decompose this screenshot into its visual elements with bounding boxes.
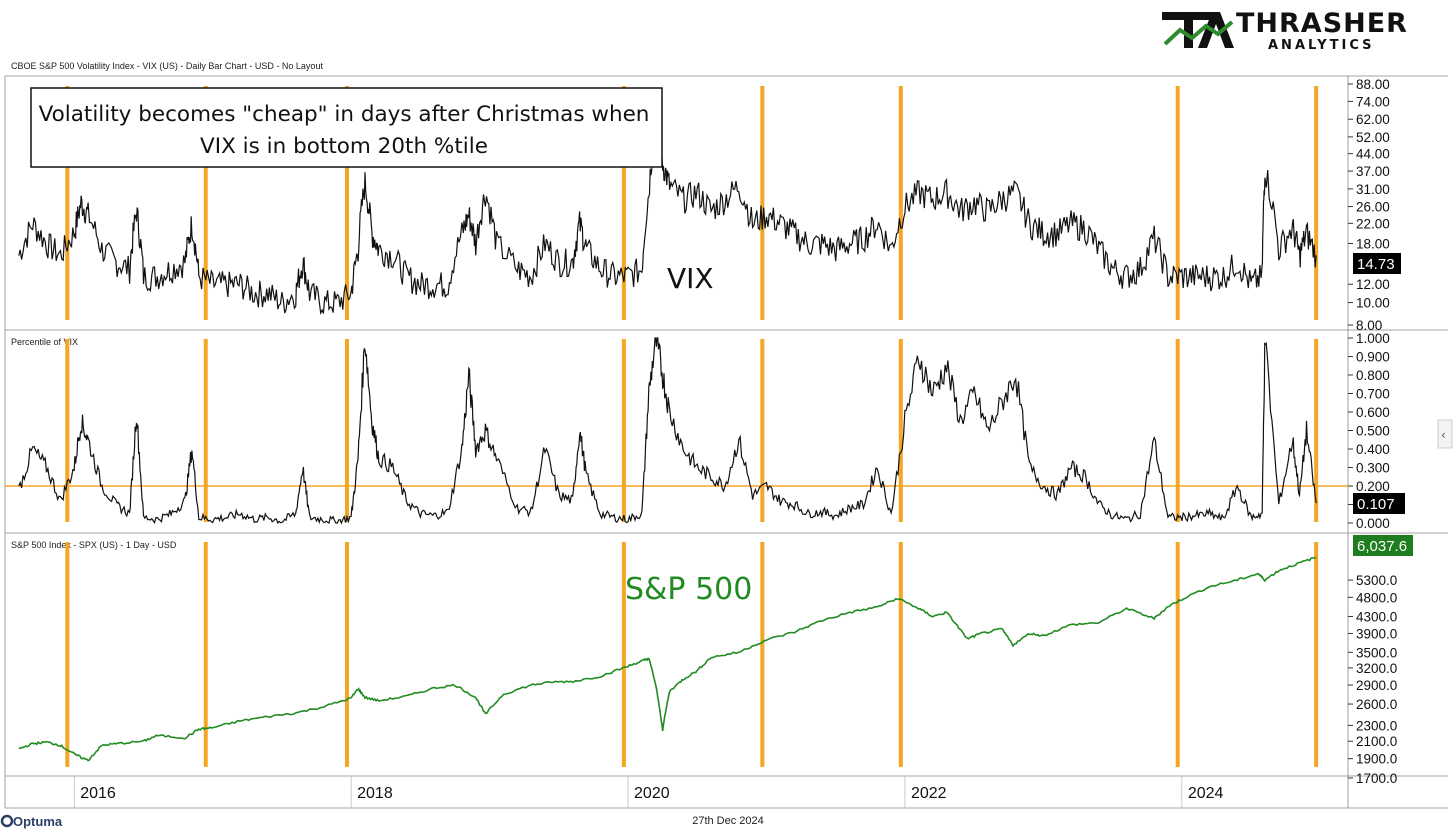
pct-last-value-badge: 0.107	[1353, 493, 1405, 514]
y-tick-label: 1.000	[1356, 331, 1390, 346]
vix-last-value-badge: 14.73	[1353, 253, 1401, 274]
y-tick-label: 88.00	[1356, 77, 1390, 92]
x-tick-label: 2018	[357, 785, 393, 802]
y-tick-label: 26.00	[1356, 200, 1390, 215]
x-tick-label: 2024	[1188, 785, 1224, 802]
x-tick-label: 2020	[634, 785, 670, 802]
logo-sub-text: ANALYTICS	[1268, 38, 1375, 53]
vix-panel-header: CBOE S&P 500 Volatility Index - VIX (US)…	[11, 61, 323, 71]
y-tick-label: 2900.0	[1356, 678, 1397, 693]
y-tick-label: 2600.0	[1356, 697, 1397, 712]
x-axis-ticks: 2016 2018 2020 2022 2024	[73, 776, 1224, 808]
y-tick-label: 3500.0	[1356, 645, 1397, 660]
christmas-markers	[65, 86, 1319, 767]
y-tick-label: 0.700	[1356, 387, 1390, 402]
y-tick-label: 31.00	[1356, 182, 1390, 197]
spx-last-value: 6,037.6	[1357, 538, 1407, 555]
vix-last-value: 14.73	[1357, 256, 1395, 273]
vix-series-label: VIX	[667, 262, 714, 295]
annotation-line-1: Volatility becomes "cheap" in days after…	[39, 102, 650, 127]
footer-date: 27th Dec 2024	[692, 815, 764, 827]
pct-panel-header: Percentile of VIX	[11, 337, 78, 347]
y-tick-label: 0.300	[1356, 461, 1390, 476]
y-tick-label: 0.200	[1356, 479, 1390, 494]
panel-frames	[4, 75, 1448, 809]
spx-series-label: S&P 500	[625, 572, 752, 607]
y-tick-label: 44.00	[1356, 147, 1390, 162]
optuma-brand: Optuma	[0, 814, 63, 829]
logo-main-text: THRASHER	[1236, 8, 1408, 39]
spx-last-value-badge: 6,037.6	[1353, 535, 1413, 556]
y-tick-label: 0.500	[1356, 424, 1390, 439]
y-tick-label: 0.900	[1356, 350, 1390, 365]
y-tick-label: 62.00	[1356, 112, 1390, 127]
annotation-callout: Volatility becomes "cheap" in days after…	[30, 87, 663, 168]
y-tick-label: 12.00	[1356, 277, 1390, 292]
y-tick-label: 22.00	[1356, 216, 1390, 231]
optuma-logo-icon	[0, 814, 14, 828]
spx-panel-header: S&P 500 Index - SPX (US) - 1 Day - USD	[11, 540, 177, 550]
y-tick-label: 0.600	[1356, 405, 1390, 420]
y-tick-label: 4800.0	[1356, 590, 1397, 605]
pct-last-value: 0.107	[1357, 496, 1395, 513]
x-tick-label: 2022	[911, 785, 947, 802]
y-tick-label: 37.00	[1356, 164, 1390, 179]
series-lines	[18, 119, 1317, 762]
vix-percentile-line	[18, 337, 1317, 525]
y-tick-label: 10.00	[1356, 296, 1390, 311]
y-tick-label: 0.400	[1356, 442, 1390, 457]
chevron-left-icon: ‹	[1441, 428, 1446, 442]
panel-collapse-handle[interactable]: ‹	[1437, 419, 1453, 449]
y-tick-label: 4300.0	[1356, 609, 1397, 624]
x-tick-label: 2016	[80, 785, 116, 802]
y-tick-label: 1700.0	[1356, 771, 1397, 786]
y-tick-label: 0.800	[1356, 368, 1390, 383]
y-tick-label: 3900.0	[1356, 626, 1397, 641]
y-tick-label: 2100.0	[1356, 734, 1397, 749]
y-tick-label: 18.00	[1356, 236, 1390, 251]
y-tick-label: 1900.0	[1356, 752, 1397, 767]
y-axis-ticks: 88.00 74.00 62.00 52.00 44.00 37.00 31.00 26.00…	[1348, 77, 1397, 786]
vix-line	[18, 119, 1317, 316]
y-tick-label: 2300.0	[1356, 718, 1397, 733]
y-tick-label: 74.00	[1356, 94, 1390, 109]
y-tick-label: 8.00	[1356, 318, 1382, 333]
spx-line	[18, 556, 1317, 762]
y-tick-label: 3200.0	[1356, 661, 1397, 676]
annotation-line-2: VIX is in bottom 20th %tile	[200, 134, 488, 159]
thrasher-logo: THRASHER ANALYTICS	[1162, 8, 1408, 53]
y-tick-label: 52.00	[1356, 130, 1390, 145]
y-tick-label: 0.000	[1356, 516, 1390, 531]
y-tick-label: 5300.0	[1356, 573, 1397, 588]
ta-logo-icon	[1162, 12, 1234, 48]
optuma-text: Optuma	[13, 814, 63, 829]
